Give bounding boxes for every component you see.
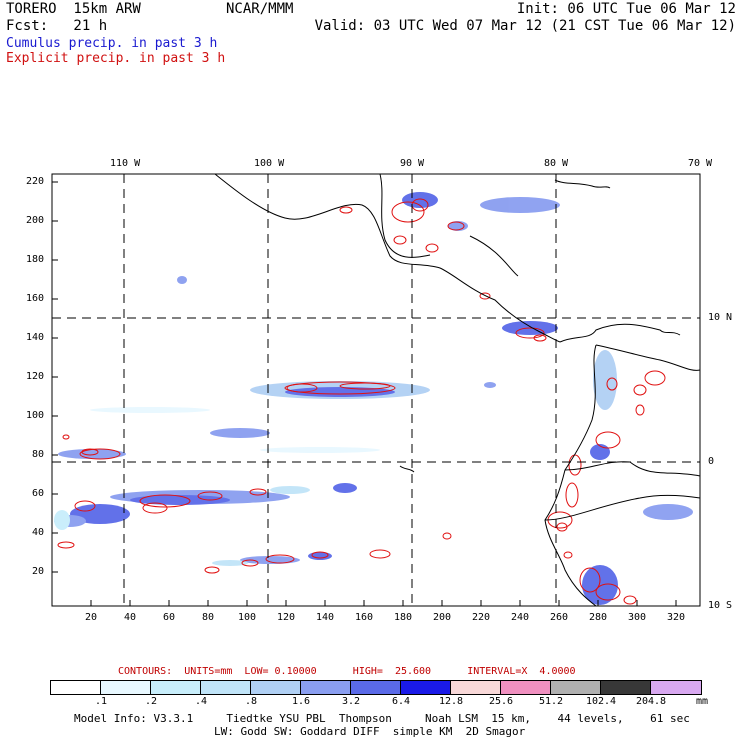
color-bar-label: 6.4 <box>391 696 411 707</box>
color-bar-swatch <box>151 681 201 694</box>
y-tick-label: 120 <box>26 371 45 382</box>
x-tick-label: 280 <box>589 612 608 623</box>
color-bar-swatch <box>301 681 351 694</box>
color-bar-swatch <box>601 681 651 694</box>
y-tick-label: 60 <box>32 488 45 499</box>
x-tick-label: 300 <box>628 612 647 623</box>
color-bar-label: 204.8 <box>635 696 667 707</box>
color-bar-swatch <box>101 681 151 694</box>
color-bar-swatch <box>451 681 501 694</box>
x-tick-label: 120 <box>277 612 296 623</box>
y-tick-label: 180 <box>26 254 45 265</box>
model-info: Model Info: V3.3.1 Tiedtke YSU PBL Thomp… <box>74 712 690 725</box>
lat-lon-grid <box>52 174 700 606</box>
valid-time: Valid: 03 UTC Wed 07 Mar 12 (21 CST Tue … <box>314 18 736 34</box>
color-bar-swatch <box>501 681 551 694</box>
explicit-contours <box>57 198 666 605</box>
cumulus-label: Cumulus precip. in past 3 h <box>6 36 218 51</box>
x-tick-label: 140 <box>316 612 335 623</box>
init-time: Init: 06 UTC Tue 06 Mar 12 <box>516 1 736 17</box>
color-bar-swatch <box>401 681 451 694</box>
model-title: TORERO 15km ARW <box>6 1 141 17</box>
x-tick-label: 220 <box>472 612 491 623</box>
y-tick-label: 220 <box>26 176 45 187</box>
color-bar-swatch <box>51 681 101 694</box>
y-tick-label: 40 <box>32 527 45 538</box>
lat-label-10n: 10 N <box>708 312 733 323</box>
y-tick-label: 160 <box>26 293 45 304</box>
contour-info: CONTOURS: UNITS=mm LOW= 0.10000 HIGH= 25… <box>118 666 576 677</box>
lon-label-80w: 80 W <box>544 158 569 169</box>
color-bar-label: 25.6 <box>488 696 514 707</box>
y-tick-label: 200 <box>26 215 45 226</box>
coastlines <box>214 173 701 607</box>
lon-label-110w: 110 W <box>110 158 141 169</box>
x-tick-label: 100 <box>238 612 257 623</box>
color-bar-label: 12.8 <box>438 696 464 707</box>
y-tick-label: 20 <box>32 566 45 577</box>
y-tick-label: 140 <box>26 332 45 343</box>
lon-label-70w: 70 W <box>688 158 713 169</box>
color-bar <box>50 680 702 695</box>
x-tick-label: 320 <box>667 612 686 623</box>
color-bar-label: .8 <box>244 696 258 707</box>
color-bar-label: 3.2 <box>341 696 361 707</box>
color-bar-swatch <box>551 681 601 694</box>
cumulus-shading <box>54 192 693 605</box>
explicit-label: Explicit precip. in past 3 h <box>6 51 226 66</box>
color-bar-swatch <box>201 681 251 694</box>
x-tick-label: 20 <box>85 612 98 623</box>
lat-label-0: 0 <box>708 456 715 467</box>
y-tick-label: 100 <box>26 410 45 421</box>
x-tick-label: 40 <box>124 612 137 623</box>
lon-label-90w: 90 W <box>400 158 425 169</box>
x-tick-label: 260 <box>550 612 569 623</box>
forecast-hour: Fcst: 21 h <box>6 18 108 34</box>
color-bar-label: 51.2 <box>538 696 564 707</box>
x-tick-label: 80 <box>202 612 215 623</box>
color-bar-swatch <box>251 681 301 694</box>
color-bar-label: .2 <box>144 696 158 707</box>
x-tick-label: 240 <box>511 612 530 623</box>
color-bar-swatch <box>651 681 701 694</box>
axis-ticks <box>52 181 677 606</box>
color-bar-label: 1.6 <box>291 696 311 707</box>
x-tick-label: 200 <box>433 612 452 623</box>
lat-label-10s: 10 S <box>708 600 733 611</box>
color-bar-swatch <box>351 681 401 694</box>
x-tick-label: 60 <box>163 612 176 623</box>
color-bar-label: .4 <box>194 696 208 707</box>
lon-label-100w: 100 W <box>254 158 285 169</box>
model-physics: LW: Godd SW: Goddard DIFF simple KM 2D S… <box>214 725 526 738</box>
color-bar-label: .1 <box>94 696 108 707</box>
x-tick-label: 180 <box>394 612 413 623</box>
y-tick-label: 80 <box>32 449 45 460</box>
color-bar-unit: mm <box>696 696 709 707</box>
org-label: NCAR/MMM <box>226 1 294 17</box>
x-tick-label: 160 <box>355 612 374 623</box>
color-bar-label: 102.4 <box>585 696 617 707</box>
